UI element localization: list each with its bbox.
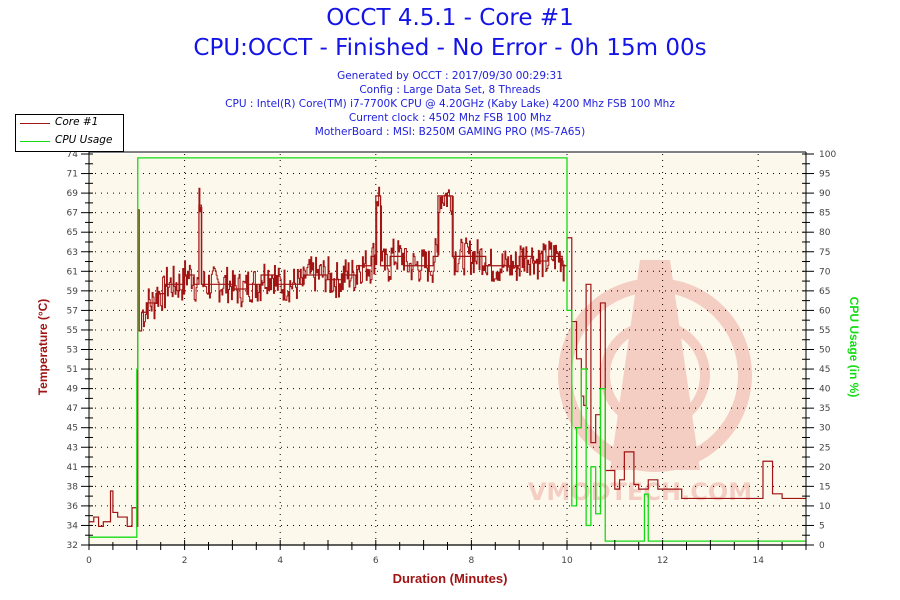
series-cpu-usage: [89, 157, 806, 542]
y-tick-left: 61: [67, 267, 78, 277]
y-axis-right-label: CPU Usage (in %): [847, 296, 861, 398]
legend-item-core: Core #1: [16, 115, 123, 131]
y-tick-right: 75: [819, 248, 830, 258]
y-tick-right: 10: [819, 502, 831, 512]
y-tick-right: 30: [819, 424, 831, 434]
y-tick-right: 100: [819, 150, 836, 160]
y-tick-left: 45: [67, 424, 78, 434]
x-tick: 8: [469, 556, 475, 566]
x-axis-label: Duration (Minutes): [392, 571, 508, 586]
y-tick-left: 47: [67, 404, 78, 414]
x-tick: 0: [86, 556, 92, 566]
y-tick-left: 63: [67, 248, 78, 258]
y-tick-left: 67: [67, 209, 78, 219]
y-tick-right: 0: [819, 541, 825, 551]
y-tick-left: 59: [67, 287, 79, 297]
y-tick-left: 57: [67, 306, 78, 316]
chart-title: OCCT 4.5.1 - Core #1: [326, 5, 574, 31]
y-tick-right: 65: [819, 287, 830, 297]
info-motherboard: MotherBoard : MSI: B250M GAMING PRO (MS-…: [314, 126, 586, 138]
y-tick-right: 35: [819, 404, 830, 414]
x-tick: 10: [561, 556, 573, 566]
y-tick-left: 32: [67, 541, 78, 551]
legend-item-cpu-usage: CPU Usage: [16, 133, 123, 149]
x-tick: 14: [752, 556, 764, 566]
series-core-1-detail: [141, 186, 566, 328]
y-tick-left: 43: [67, 443, 78, 453]
legend-swatch-core: [20, 123, 50, 124]
chart-subtitle: CPU:OCCT - Finished - No Error - 0h 15m …: [193, 35, 707, 61]
y-tick-right: 20: [819, 463, 831, 473]
y-tick-right: 85: [819, 209, 830, 219]
y-tick-right: 5: [819, 521, 825, 531]
legend: Core #1 CPU Usage: [15, 114, 124, 152]
y-tick-left: 34: [67, 521, 79, 531]
y-axis-left-label: Temperature (°C): [36, 298, 50, 396]
x-tick: 6: [373, 556, 379, 566]
y-tick-right: 70: [819, 267, 831, 277]
y-tick-left: 38: [67, 482, 79, 492]
y-tick-left: 65: [67, 228, 78, 238]
legend-label-core: Core #1: [55, 116, 99, 128]
y-tick-left: 41: [67, 463, 78, 473]
y-tick-left: 36: [67, 502, 79, 512]
y-tick-right: 15: [819, 482, 830, 492]
y-tick-left: 74: [67, 150, 79, 160]
info-config: Config : Large Data Set, 8 Threads: [359, 84, 541, 96]
x-tick: 12: [657, 556, 668, 566]
y-tick-left: 51: [67, 365, 78, 375]
y-tick-right: 95: [819, 170, 830, 180]
info-generated: Generated by OCCT : 2017/09/30 00:29:31: [337, 70, 563, 82]
y-tick-right: 45: [819, 365, 830, 375]
plot-background: [89, 154, 806, 545]
legend-label-cpu-usage: CPU Usage: [55, 134, 113, 146]
y-tick-right: 40: [819, 385, 831, 395]
y-tick-left: 55: [67, 326, 78, 336]
y-tick-right: 60: [819, 306, 831, 316]
watermark-text: VMODTECH.COM: [528, 478, 752, 506]
y-tick-right: 90: [819, 189, 831, 199]
y-tick-left: 53: [67, 346, 78, 356]
y-tick-right: 80: [819, 228, 831, 238]
y-tick-left: 49: [67, 385, 79, 395]
info-clock: Current clock : 4502 Mhz FSB 100 Mhz: [348, 112, 552, 124]
x-tick: 2: [182, 556, 188, 566]
y-tick-right: 55: [819, 326, 830, 336]
x-tick: 4: [277, 556, 283, 566]
y-tick-right: 50: [819, 346, 831, 356]
legend-swatch-cpu-usage: [20, 141, 50, 142]
y-tick-right: 25: [819, 443, 830, 453]
info-cpu: CPU : Intel(R) Core(TM) i7-7700K CPU @ 4…: [225, 98, 675, 110]
watermark-logo: VMODTECH.COM: [528, 260, 752, 506]
y-tick-left: 69: [67, 189, 79, 199]
y-tick-left: 71: [67, 170, 78, 180]
